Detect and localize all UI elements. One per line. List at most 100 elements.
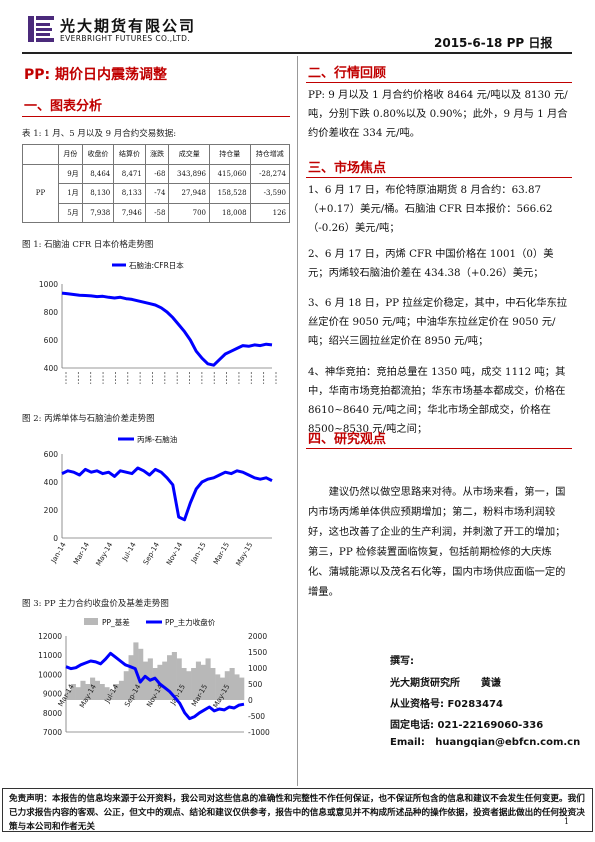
basis-bar: [152, 668, 158, 700]
table-cell: 343,896: [168, 163, 210, 184]
series-line: [61, 466, 273, 522]
basis-bar: [70, 684, 76, 700]
table-cell: 7,946: [113, 202, 146, 223]
table-cell: 9月: [58, 163, 83, 184]
table-cell: 8,471: [113, 163, 146, 184]
basis-bar: [85, 684, 91, 700]
x-tick-label: Sep-14: [142, 541, 162, 567]
basis-bar: [171, 652, 177, 700]
basis-bar: [128, 655, 134, 700]
contract-data-table: 月份 收盘价 结算价 涨跌 成交量 持仓量 持仓增减 PP 9月 8,464 8…: [22, 144, 291, 223]
basis-bar: [239, 677, 245, 700]
section-market-review-title: 二、行情回顾: [308, 66, 387, 81]
y-tick-label: 600: [44, 336, 59, 345]
y2-tick-label: 1000: [248, 664, 267, 673]
table-cell: -58: [144, 202, 170, 223]
basis-bar: [162, 661, 168, 700]
table-caption: 表 1: 1 月、5 月以及 9 月合约交易数据:: [22, 129, 177, 139]
fig1-caption: 图 1: 石脑油 CFR 日本价格走势图: [22, 240, 154, 250]
y-tick-label: 10000: [38, 670, 62, 679]
table-header: 持仓增减: [249, 144, 291, 165]
table-cell: 8,130: [81, 183, 115, 204]
section-research-view-title: 四、研究观点: [308, 432, 387, 447]
basis-bar: [123, 671, 129, 700]
basis-bar: [142, 661, 149, 700]
basis-bar: [114, 684, 120, 700]
table-group-label: PP: [22, 163, 59, 223]
x-tick-label: Jan-15: [189, 541, 208, 565]
basis-bar: [229, 668, 235, 700]
naphtha-price-chart: 石脑油:CFR日本 1000 800 600 400: [39, 260, 277, 384]
table-header: 涨跌: [144, 144, 170, 165]
series-line: [61, 291, 273, 367]
basis-bar: [181, 668, 187, 700]
basis-bar: [219, 677, 226, 700]
section-chart-analysis-title: 一、图表分析: [24, 99, 103, 114]
series-line: [65, 651, 245, 721]
legend-label: 丙烯-石脑油: [137, 434, 177, 444]
table-cell: -3,590: [249, 183, 291, 204]
section-rule: [22, 116, 290, 117]
y2-tick-label: 2000: [248, 632, 267, 641]
section-rule: [306, 177, 572, 178]
table-cell: -68: [144, 163, 170, 184]
research-view-text: 建议仍然以做空思路来对待。从市场来看，第一，国内市场丙烯单体供应预期增加；第二，…: [308, 486, 566, 598]
table-row: 5月 7,938 7,946 -58 700 18,008 126: [23, 202, 291, 223]
basis-bar: [210, 668, 216, 700]
fig2-caption: 图 2: 丙烯单体与石脑油价差走势图: [22, 414, 155, 424]
legend-label: PP_基差: [102, 617, 130, 627]
report-title: PP: 期价日内震荡调整: [24, 67, 167, 83]
author-line: 光大期货研究所 黄谦: [390, 678, 501, 689]
basis-bar: [75, 687, 81, 700]
y-tick-label: 0: [53, 534, 58, 543]
table-cell: 8,464: [81, 163, 115, 184]
report-date: 2015-6-18 PP 日报: [434, 36, 553, 50]
author-email: Email: huangqian@ebfcn.com.cn: [390, 737, 581, 748]
table-header-blank: [22, 144, 59, 165]
table-header: 结算价: [113, 144, 146, 165]
basis-bar: [215, 674, 221, 700]
section-rule: [306, 82, 572, 83]
focus-item-2: 2、6 月 17 日，丙烯 CFR 中国价格在 1001（0）美元；丙烯较石脑油…: [308, 248, 554, 279]
basis-bar: [118, 680, 125, 700]
section-market-focus-title: 三、市场焦点: [308, 161, 387, 176]
basis-bar: [109, 690, 115, 700]
basis-bar: [224, 671, 230, 700]
company-name-en: EVERBRIGHT FUTURES CO.,LTD.: [60, 34, 191, 43]
company-logo: [28, 16, 54, 42]
y-tick-label: 400: [44, 364, 59, 373]
table-cell: 415,060: [209, 163, 251, 184]
fig3-caption: 图 3: PP 主力合约收盘价及基差走势图: [22, 599, 169, 609]
y2-tick-label: 0: [248, 696, 253, 705]
y2-tick-label: -1000: [248, 728, 270, 737]
basis-bar: [99, 684, 105, 700]
focus-item-4: 4、神华竞拍：竞拍总量在 1350 吨，成交 1112 吨；其中，华南市场竞拍都…: [308, 366, 566, 435]
basis-bar: [205, 658, 211, 700]
basis-bar: [104, 687, 110, 700]
basis-bar: [138, 648, 144, 700]
basis-bar: [200, 664, 206, 700]
legend-label: 石脑油:CFR日本: [129, 260, 184, 270]
basis-bar: [195, 661, 202, 700]
y-tick-label: 200: [44, 506, 59, 515]
table-cell: 27,948: [168, 183, 210, 204]
x-tick-label: Mar-14: [72, 541, 91, 566]
basis-bar: [186, 671, 192, 700]
x-tick-label: May-14: [95, 541, 115, 568]
table-cell: 1月: [58, 183, 83, 204]
table-header: 成交量: [168, 144, 210, 165]
x-tick-label: Jan-14: [49, 541, 68, 566]
focus-item-1: 1、6 月 17 日，布伦特原油期货 8 月合约：63.87（+0.17）美元/…: [308, 184, 553, 234]
basis-bar: [176, 658, 182, 700]
header-rule: [22, 52, 572, 54]
table-cell: 7,938: [81, 202, 115, 223]
pp-basis-chart: PP_基差 PP_主力收盘价120001100010000900080007000…: [38, 617, 270, 737]
disclaimer-text: 免责声明：本报告的信息均来源于公开资料，我公司对这些信息的准确性和完整性不作任何…: [9, 794, 585, 832]
x-tick-label: May-15: [235, 541, 255, 567]
y2-tick-label: 500: [248, 680, 263, 689]
table-cell: -28,274: [249, 163, 291, 184]
author-phone: 固定电话: 021-22169060-336: [390, 720, 544, 731]
x-tick-label: Mar-15: [212, 541, 231, 566]
y-tick-label: 9000: [43, 690, 62, 699]
